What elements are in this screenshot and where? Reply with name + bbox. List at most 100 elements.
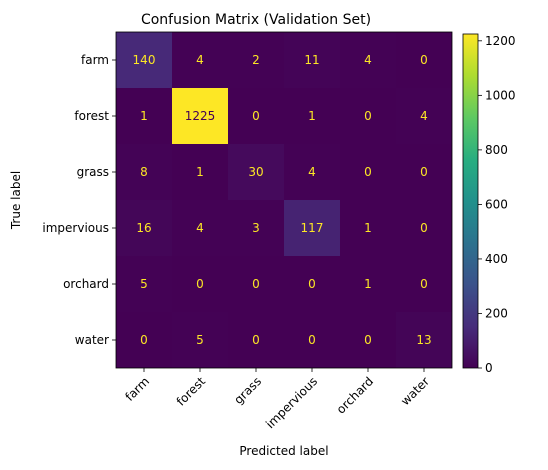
x-tick-label: grass <box>231 374 264 407</box>
heatmap-cells <box>115 31 453 369</box>
cell-value-label: 117 <box>301 221 324 235</box>
heatmap-cell-orchard-farm <box>116 256 172 312</box>
heatmap-cell-impervious-farm <box>116 200 172 256</box>
cell-value-label: 0 <box>196 277 204 291</box>
heatmap-cell-orchard-grass <box>228 256 284 312</box>
cell-value-label: 4 <box>196 53 204 67</box>
x-tick-label: farm <box>122 374 152 404</box>
heatmap-cell-grass-forest <box>172 144 228 200</box>
heatmap-cell-water-farm <box>116 312 172 368</box>
heatmap-cell-labels: 140 4 2 11 4 01 1225 0 1 0 48 1 30 4 0 016 4 3 117 1 05 0 0 0 1 0… <box>133 53 432 347</box>
cell-value-label: 1 <box>196 165 204 179</box>
heatmap-cell-water-orchard <box>340 312 396 368</box>
heatmap-cell-water-forest <box>172 312 228 368</box>
cell-value-label: 0 <box>420 277 428 291</box>
y-tick-label: water <box>75 333 109 347</box>
x-axis-label: Predicted label <box>239 444 328 458</box>
x-tick-label: forest <box>174 374 209 409</box>
colorbar-tick-label: 200 <box>485 306 508 320</box>
cell-value-label: 13 <box>416 333 431 347</box>
heatmap-cell-impervious-grass <box>228 200 284 256</box>
colorbar: 0 200 400 600 800 1000 1200 <box>462 33 516 375</box>
heatmap-cell-orchard-impervious <box>284 256 340 312</box>
cell-value-label: 0 <box>364 109 372 123</box>
cell-value-label: 1 <box>308 109 316 123</box>
y-axis-label: True label <box>9 171 23 230</box>
cell-value-label: 0 <box>420 221 428 235</box>
heatmap-cell-forest-forest <box>172 88 228 144</box>
cell-value-label: 5 <box>196 333 204 347</box>
plot-frame <box>115 31 453 369</box>
cell-value-label: 11 <box>304 53 319 67</box>
y-tick-label: farm <box>81 53 109 67</box>
cell-value-label: 0 <box>420 53 428 67</box>
heatmap-cell-impervious-impervious <box>284 200 340 256</box>
heatmap-cell-impervious-water <box>396 200 452 256</box>
colorbar-tick-label: 400 <box>485 252 508 266</box>
heatmap-cell-water-water <box>396 312 452 368</box>
heatmap-cell-forest-grass <box>228 88 284 144</box>
heatmap-cell-forest-water <box>396 88 452 144</box>
heatmap-cell-farm-orchard <box>340 32 396 88</box>
y-axis: farm forest grass impervious orchard water <box>42 53 116 347</box>
heatmap-cell-water-grass <box>228 312 284 368</box>
heatmap-cell-impervious-orchard <box>340 200 396 256</box>
cell-value-label: 4 <box>420 109 428 123</box>
heatmap-cell-grass-water <box>396 144 452 200</box>
heatmap-cell-grass-farm <box>116 144 172 200</box>
y-tick-label: orchard <box>63 277 109 291</box>
cell-value-label: 0 <box>364 333 372 347</box>
heatmap-cell-grass-impervious <box>284 144 340 200</box>
heatmap-cell-farm-water <box>396 32 452 88</box>
heatmap-cell-water-impervious <box>284 312 340 368</box>
cell-value-label: 0 <box>364 165 372 179</box>
heatmap-cell-farm-impervious <box>284 32 340 88</box>
colorbar-tick-label: 1200 <box>485 34 516 48</box>
cell-value-label: 5 <box>140 277 148 291</box>
cell-value-label: 0 <box>252 333 260 347</box>
heatmap-cell-orchard-water <box>396 256 452 312</box>
heatmap-cell-forest-impervious <box>284 88 340 144</box>
x-tick-label: impervious <box>263 374 320 431</box>
cell-value-label: 0 <box>420 165 428 179</box>
heatmap-cell-forest-farm <box>116 88 172 144</box>
cell-value-label: 4 <box>308 165 316 179</box>
colorbar-tick-label: 800 <box>485 143 508 157</box>
colorbar-tick-label: 600 <box>485 197 508 211</box>
heatmap-cell-grass-grass <box>228 144 284 200</box>
colorbar-tick-label: 1000 <box>485 88 516 102</box>
x-tick-label: water <box>398 374 432 408</box>
cell-value-label: 140 <box>133 53 156 67</box>
x-axis: farm forest grass impervious orchard water <box>122 368 432 431</box>
y-tick-label: impervious <box>42 221 109 235</box>
heatmap-cell-farm-grass <box>228 32 284 88</box>
cell-value-label: 0 <box>252 109 260 123</box>
cell-value-label: 16 <box>136 221 151 235</box>
cell-value-label: 2 <box>252 53 260 67</box>
chart-title: Confusion Matrix (Validation Set) <box>141 12 371 28</box>
cell-value-label: 1 <box>364 221 372 235</box>
colorbar-tick-label: 0 <box>485 361 493 375</box>
cell-value-label: 3 <box>252 221 260 235</box>
heatmap-cell-grass-orchard <box>340 144 396 200</box>
heatmap-cell-orchard-forest <box>172 256 228 312</box>
heatmap-cell-farm-farm <box>116 32 172 88</box>
cell-value-label: 4 <box>364 53 372 67</box>
cell-value-label: 0 <box>308 277 316 291</box>
colorbar-gradient <box>462 33 479 369</box>
cell-value-label: 1 <box>140 109 148 123</box>
x-tick-label: orchard <box>334 374 376 416</box>
cell-value-label: 1225 <box>185 109 216 123</box>
heatmap-cell-orchard-orchard <box>340 256 396 312</box>
cell-value-label: 1 <box>364 277 372 291</box>
cell-value-label: 30 <box>248 165 263 179</box>
heatmap-cell-farm-forest <box>172 32 228 88</box>
y-tick-label: forest <box>74 109 109 123</box>
y-tick-label: grass <box>77 165 109 179</box>
cell-value-label: 0 <box>252 277 260 291</box>
heatmap-cell-impervious-forest <box>172 200 228 256</box>
cell-value-label: 0 <box>140 333 148 347</box>
cell-value-label: 4 <box>196 221 204 235</box>
cell-value-label: 0 <box>308 333 316 347</box>
